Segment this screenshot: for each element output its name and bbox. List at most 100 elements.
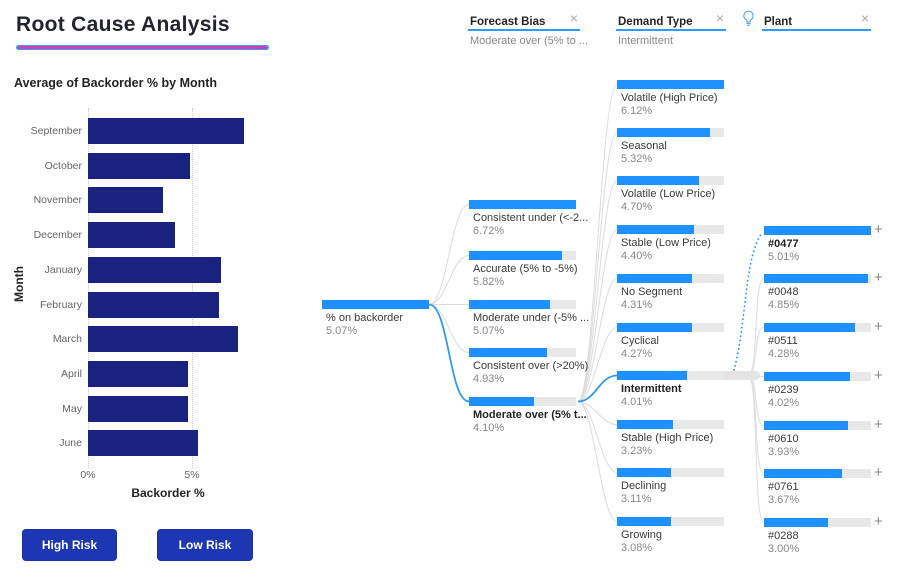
tree-node-growing[interactable]: Growing 3.08% — [617, 517, 724, 554]
low-risk-button[interactable]: Low Risk — [157, 529, 253, 561]
tree-node-accurate-5-to-5[interactable]: Accurate (5% to -5%) 5.82% — [469, 251, 578, 288]
node-bar-track — [764, 469, 871, 478]
node-bar-fill — [469, 348, 548, 357]
tree-node-0511[interactable]: #0511 4.28% + — [764, 319, 883, 360]
lightbulb-icon — [742, 10, 755, 32]
node-value: 3.93% — [768, 446, 800, 458]
tree-node-0761[interactable]: #0761 3.67% + — [764, 465, 883, 506]
expand-plus-icon[interactable]: + — [874, 221, 883, 238]
node-label: #0288 — [768, 530, 799, 542]
tree-node-0610[interactable]: #0610 3.93% + — [764, 417, 883, 458]
month-bar[interactable] — [88, 222, 176, 249]
node-value: 4.93% — [473, 373, 505, 385]
gridline — [88, 108, 89, 468]
node-label: #0610 — [768, 433, 799, 445]
tree-node-0288[interactable]: #0288 3.00% + — [764, 514, 883, 555]
node-label: #0239 — [768, 384, 799, 396]
column-header-forecast-bias[interactable]: Forecast Bias × Moderate over (5% to ... — [468, 10, 588, 47]
node-value: 4.27% — [621, 348, 653, 360]
tree-node-moderate-under-5[interactable]: Moderate under (-5% ... 5.07% — [469, 300, 589, 337]
node-value: 3.00% — [768, 543, 800, 555]
node-label: Growing — [621, 529, 662, 541]
node-bar-track — [764, 226, 871, 235]
month-label: February — [39, 298, 82, 311]
close-icon[interactable]: × — [715, 10, 724, 26]
expand-plus-icon[interactable]: + — [874, 513, 883, 530]
node-bar-fill — [617, 225, 694, 234]
tree-node-cyclical[interactable]: Cyclical 4.27% — [617, 323, 724, 360]
node-label: #0048 — [768, 286, 799, 298]
node-bar-fill — [617, 468, 672, 477]
node-bar-track — [617, 517, 724, 526]
month-bar[interactable] — [88, 291, 220, 318]
month-bar[interactable] — [88, 430, 199, 457]
tree-node-declining[interactable]: Declining 3.11% — [617, 468, 724, 505]
high-risk-button[interactable]: High Risk — [22, 529, 117, 561]
expand-plus-icon[interactable]: + — [874, 367, 883, 384]
selected-node-extension — [724, 371, 760, 380]
close-icon[interactable]: × — [860, 10, 869, 26]
node-label: Accurate (5% to -5%) — [473, 263, 578, 275]
tree-node-moderate-over-5-t[interactable]: Moderate over (5% t... 4.10% — [469, 397, 587, 434]
node-bar-fill — [469, 397, 535, 406]
node-label: Intermittent — [621, 383, 682, 395]
month-bar[interactable] — [88, 360, 188, 387]
node-bar-track — [469, 200, 576, 209]
tree-node-stable-low-price[interactable]: Stable (Low Price) 4.40% — [617, 225, 724, 262]
node-label: Seasonal — [621, 140, 667, 152]
close-icon[interactable]: × — [569, 10, 578, 26]
node-value: 4.70% — [621, 201, 653, 213]
tree-node-on-backorder[interactable]: % on backorder 5.07% — [322, 300, 429, 337]
node-value: 4.02% — [768, 397, 800, 409]
node-value: 6.12% — [621, 105, 653, 117]
node-bar-track — [322, 300, 429, 309]
chart-row: September — [0, 118, 292, 144]
node-bar-fill — [764, 469, 843, 478]
chart-row: February — [0, 291, 292, 318]
node-value: 3.67% — [768, 494, 800, 506]
node-bar-track — [764, 323, 871, 332]
expand-plus-icon[interactable]: + — [874, 318, 883, 335]
tree-node-stable-high-price[interactable]: Stable (High Price) 3.23% — [617, 420, 724, 457]
tree-node-consistent-over-20[interactable]: Consistent over (>20%) 4.93% — [469, 348, 588, 385]
node-value: 5.07% — [326, 325, 358, 337]
month-bar[interactable] — [88, 187, 163, 214]
node-label: Volatile (High Price) — [621, 92, 718, 104]
node-bar-track — [617, 176, 724, 185]
month-bar[interactable] — [88, 118, 244, 144]
node-bar-track — [617, 420, 724, 429]
column-underline — [762, 29, 871, 31]
tree-node-volatile-low-price[interactable]: Volatile (Low Price) 4.70% — [617, 176, 724, 213]
tree-node-0239[interactable]: #0239 4.02% + — [764, 368, 883, 409]
column-field-label: Forecast Bias — [470, 16, 546, 28]
tree-node-intermittent[interactable]: Intermittent 4.01% — [617, 371, 760, 408]
column-header-demand-type[interactable]: Demand Type × Intermittent — [616, 10, 726, 47]
month-bar[interactable] — [88, 326, 238, 353]
column-selected-value: Moderate over (5% to ... — [470, 35, 588, 47]
node-bar-track — [469, 397, 576, 406]
chart-row: December — [0, 222, 292, 249]
column-header-plant[interactable]: Plant × — [743, 10, 871, 31]
month-bar[interactable] — [88, 256, 222, 283]
node-label: #0511 — [768, 335, 798, 347]
tree-node-0477[interactable]: #0477 5.01% + — [764, 222, 883, 263]
tree-node-0048[interactable]: #0048 4.85% + — [764, 270, 883, 311]
node-value: 5.01% — [768, 251, 800, 263]
node-bar-fill — [764, 372, 850, 381]
tree-node-seasonal[interactable]: Seasonal 5.32% — [617, 128, 724, 165]
month-bar[interactable] — [88, 152, 190, 179]
expand-plus-icon[interactable]: + — [874, 416, 883, 433]
node-label: Moderate over (5% t... — [473, 409, 587, 421]
column-field-label: Plant — [764, 16, 793, 28]
node-bar-fill — [469, 251, 562, 260]
month-bar[interactable] — [88, 395, 188, 422]
node-value: 5.07% — [473, 325, 505, 337]
x-axis-title: Backorder % — [131, 486, 205, 500]
expand-plus-icon[interactable]: + — [874, 464, 883, 481]
expand-plus-icon[interactable]: + — [874, 269, 883, 286]
tree-node-volatile-high-price[interactable]: Volatile (High Price) 6.12% — [617, 80, 724, 117]
tree-node-consistent-under-2[interactable]: Consistent under (<-2... 6.72% — [469, 200, 588, 237]
node-bar-fill — [469, 200, 576, 209]
node-value: 5.82% — [473, 276, 505, 288]
tree-node-no-segment[interactable]: No Segment 4.31% — [617, 274, 724, 311]
